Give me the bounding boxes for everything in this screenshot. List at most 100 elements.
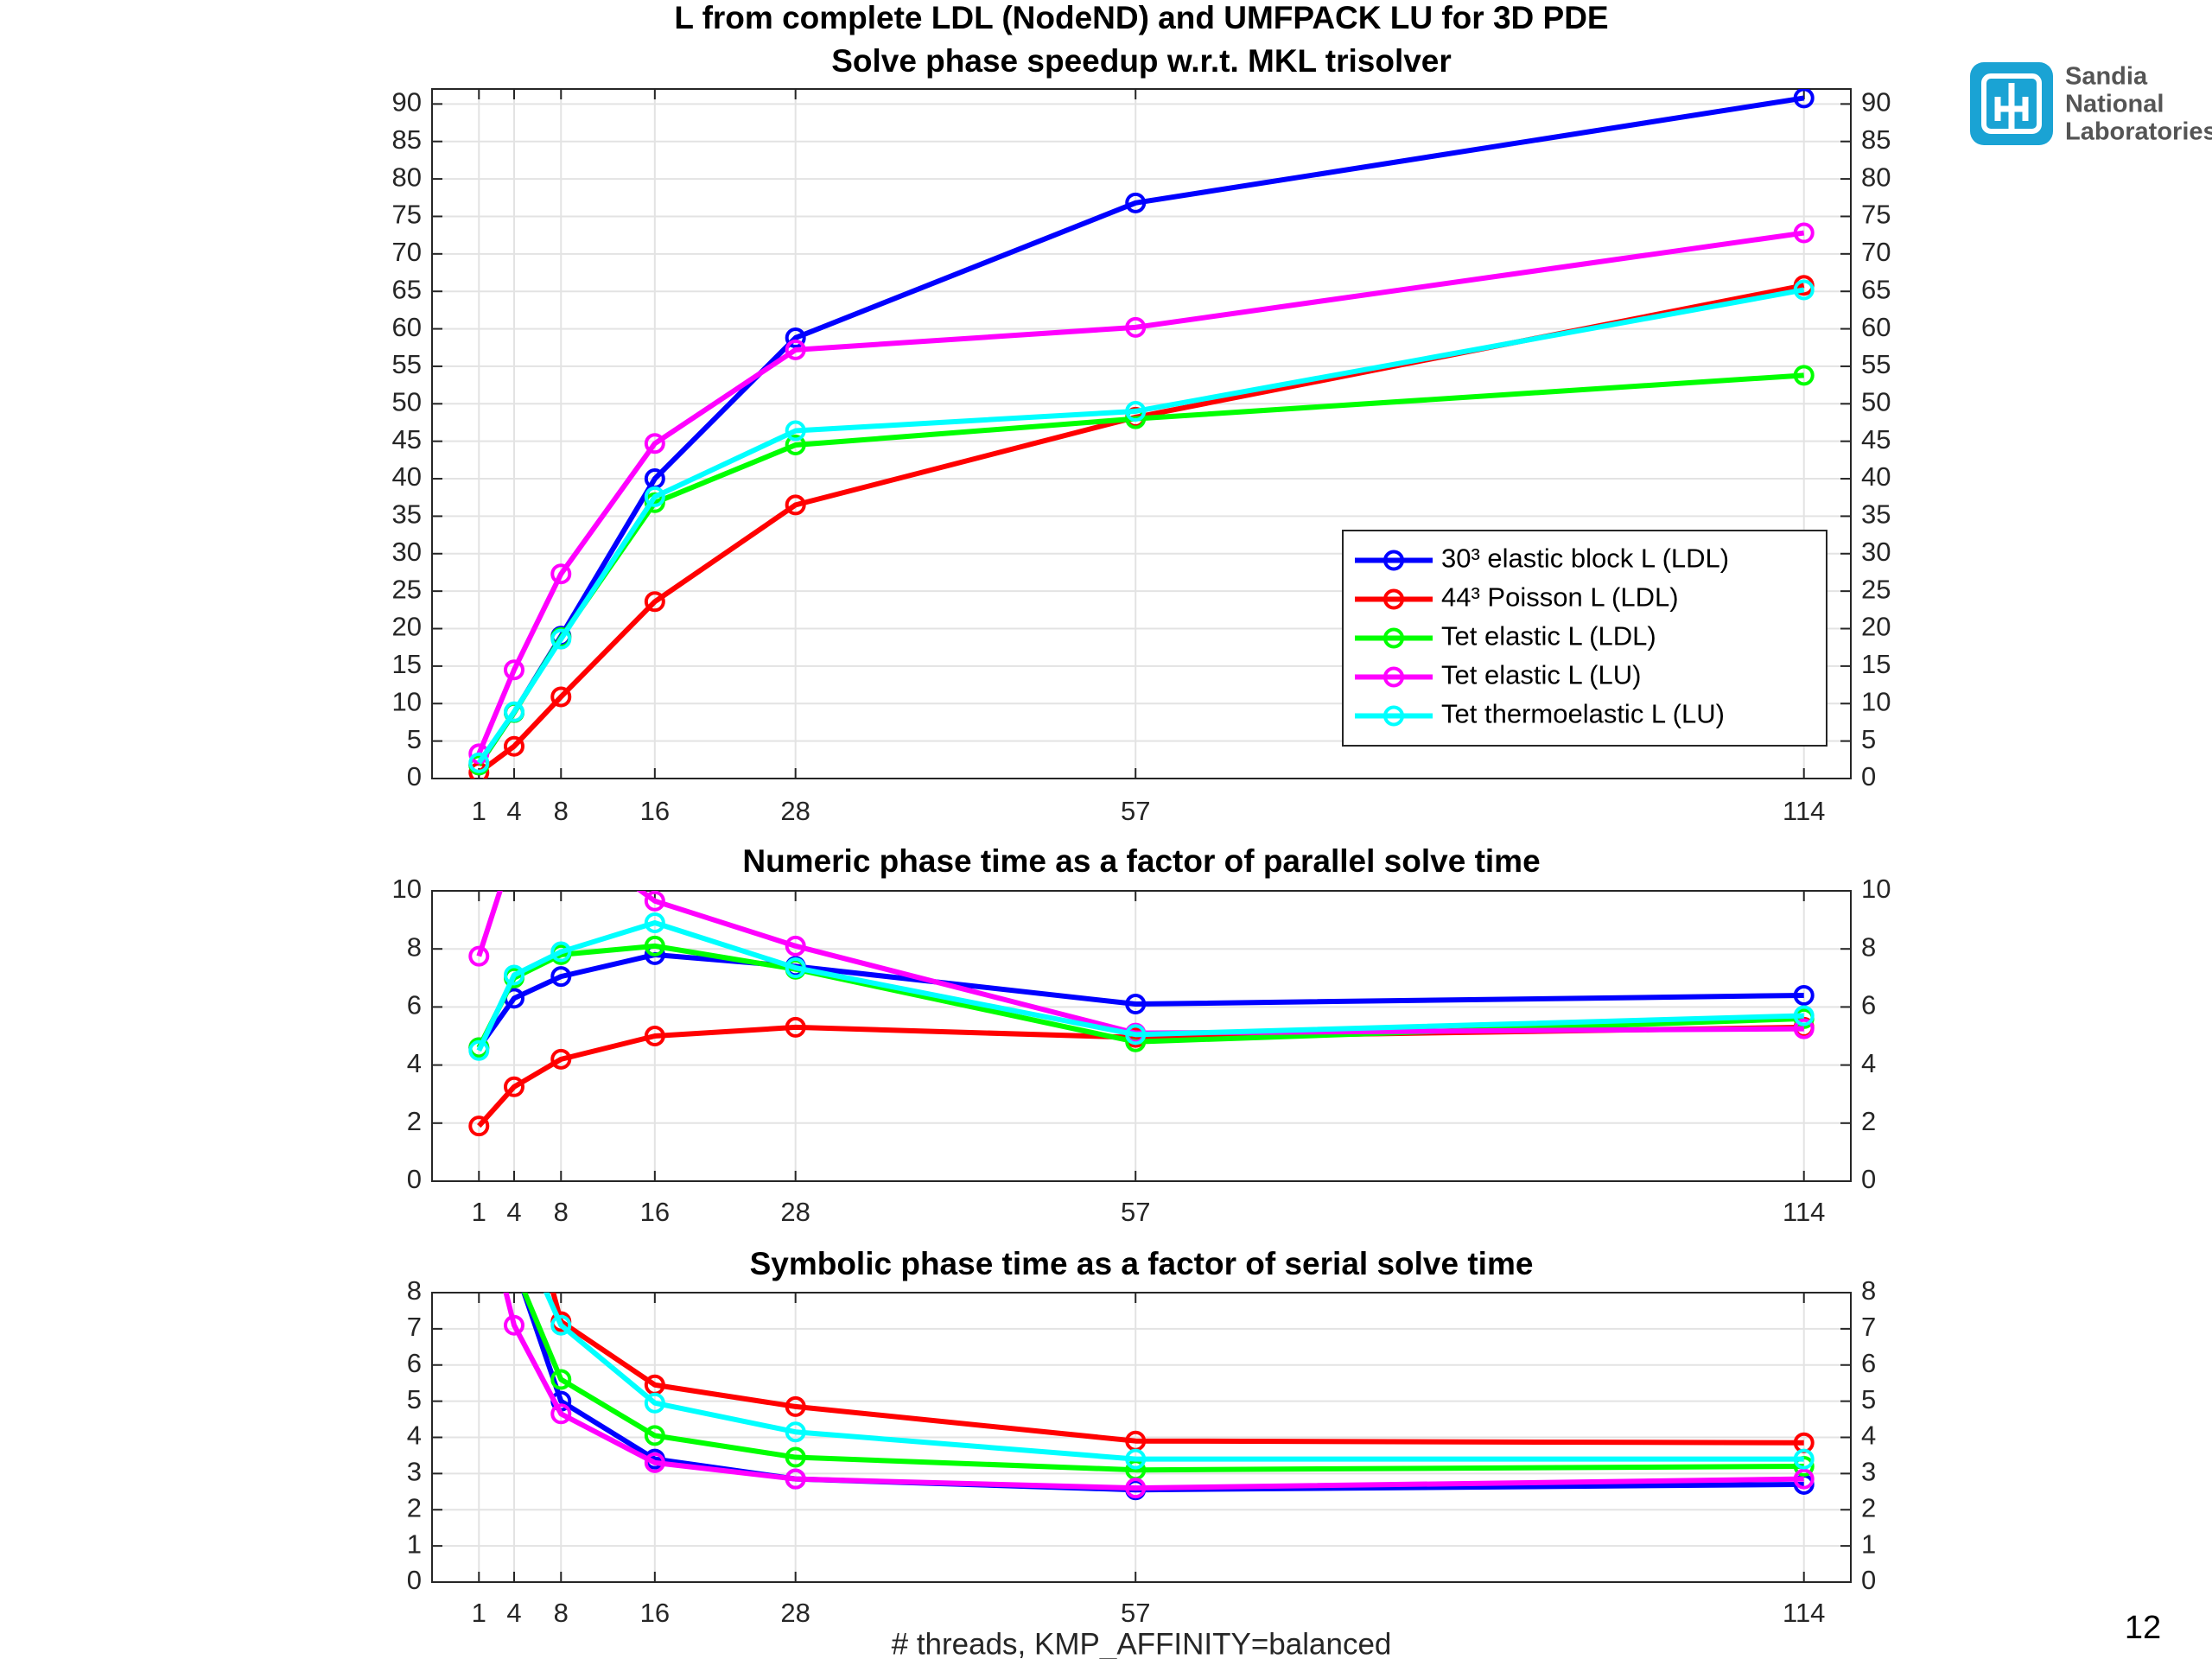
legend-label: Tet elastic L (LDL): [1441, 621, 1656, 652]
data-point: [644, 1026, 665, 1046]
x-tick-label: 8: [554, 1598, 569, 1628]
y2-tick-label: 10: [1861, 686, 1891, 716]
series-layer: [468, 89, 1815, 779]
y2-tick-label: 0: [1861, 761, 1876, 791]
y2-tick-label: 3: [1861, 1457, 1876, 1487]
data-point: [468, 945, 490, 967]
data-point: [1125, 316, 1147, 338]
y2-tick-label: 90: [1861, 87, 1891, 118]
legend-marker: [1383, 627, 1404, 649]
legend-marker: [1383, 550, 1404, 571]
logo-text: Sandia: [2065, 63, 2148, 91]
y2-tick-label: 80: [1861, 162, 1891, 192]
y2-tick-label: 50: [1861, 386, 1891, 416]
x-tick-label: 4: [506, 1598, 521, 1628]
y2-tick-label: 85: [1861, 124, 1891, 155]
y-tick-label: 5: [407, 1384, 422, 1414]
logo: Sandia National Laboratories: [1970, 62, 2212, 146]
y2-tick-label: 45: [1861, 424, 1891, 454]
x-tick-label: 4: [506, 1197, 521, 1227]
data-point: [644, 935, 665, 957]
data-point: [644, 912, 665, 933]
legend-marker: [1383, 588, 1404, 610]
y2-tick-label: 2: [1861, 1492, 1876, 1522]
y-tick-label: 10: [392, 686, 422, 716]
data-point: [503, 964, 524, 986]
chart-title: Symbolic phase time as a factor of seria…: [750, 1246, 1534, 1281]
y2-tick-label: 4: [1861, 1048, 1876, 1078]
y2-tick-label: 35: [1861, 499, 1891, 530]
data-point: [550, 966, 572, 988]
data-point: [550, 1314, 572, 1336]
x-tick-label: 4: [506, 796, 521, 826]
data-point: [785, 339, 806, 360]
chart-title: L from complete LDL (NodeND) and UMFPACK…: [674, 0, 1608, 35]
legend: 30³ elastic block L (LDL) 44³ Poisson L (…: [1342, 530, 1827, 747]
y2-tick-label: 7: [1861, 1312, 1876, 1342]
data-point: [503, 1314, 524, 1336]
x-tick-label: 1: [472, 1197, 486, 1227]
y2-tick-label: 4: [1861, 1421, 1876, 1451]
y-tick-label: 6: [407, 990, 422, 1020]
y-tick-label: 30: [392, 537, 422, 567]
data-point: [1793, 1005, 1815, 1027]
x-tick-label: 16: [640, 796, 670, 826]
data-point: [644, 1392, 665, 1414]
y2-tick-label: 0: [1861, 1565, 1876, 1595]
y2-tick-label: 30: [1861, 537, 1891, 567]
y-tick-label: 20: [392, 612, 422, 642]
y2-tick-label: 8: [1861, 931, 1876, 962]
data-point: [644, 1425, 665, 1446]
data-point: [552, 824, 569, 842]
data-point: [1793, 1468, 1815, 1490]
series-line: [543, 1293, 1804, 1462]
x-tick-label: 28: [780, 1197, 810, 1227]
legend-label: Tet thermoelastic L (LU): [1441, 699, 1725, 729]
data-point: [1125, 1448, 1147, 1470]
data-point: [468, 752, 490, 773]
y-tick-label: 3: [407, 1457, 422, 1487]
y2-tick-label: 5: [1861, 1384, 1876, 1414]
data-point: [505, 839, 523, 856]
series-line: [550, 1293, 1804, 1446]
data-point: [550, 686, 572, 708]
y2-tick-label: 1: [1861, 1529, 1876, 1559]
data-point: [1793, 222, 1815, 244]
data-point: [550, 1369, 572, 1390]
x-tick-label: 28: [780, 796, 810, 826]
y-tick-label: 4: [407, 1421, 422, 1451]
data-point: [1793, 279, 1815, 301]
logo-icon-inner: [1981, 73, 2042, 134]
y-tick-label: 85: [392, 124, 422, 155]
data-point: [470, 850, 487, 868]
y-tick-label: 70: [392, 237, 422, 267]
y-tick-label: 5: [407, 724, 422, 754]
data-point: [550, 563, 572, 585]
x-tick-label: 114: [1783, 796, 1825, 826]
data-point: [468, 1116, 490, 1137]
data-point: [644, 891, 665, 912]
y2-tick-label: 5: [1861, 724, 1876, 754]
y-tick-label: 2: [407, 1492, 422, 1522]
x-tick-label: 57: [1121, 796, 1150, 826]
y2-tick-label: 25: [1861, 574, 1891, 604]
y2-tick-label: 8: [1861, 1275, 1876, 1306]
y-tick-label: 1: [407, 1529, 422, 1559]
x-tick-label: 114: [1783, 1197, 1825, 1227]
logo-text: National: [2065, 91, 2164, 118]
y2-tick-label: 75: [1861, 200, 1891, 230]
data-point: [550, 1048, 572, 1070]
y2-tick-label: 0: [1861, 1164, 1876, 1194]
legend-label: Tet elastic L (LU): [1441, 660, 1641, 690]
data-point: [1793, 89, 1815, 109]
y-tick-label: 8: [407, 1275, 422, 1306]
data-point: [550, 941, 572, 963]
data-point: [1125, 994, 1147, 1015]
data-point: [1793, 1018, 1815, 1039]
x-tick-label: 1: [472, 1598, 486, 1628]
series-line: [476, 287, 1805, 765]
y2-tick-label: 40: [1861, 461, 1891, 492]
x-tick-label: 1: [472, 796, 486, 826]
